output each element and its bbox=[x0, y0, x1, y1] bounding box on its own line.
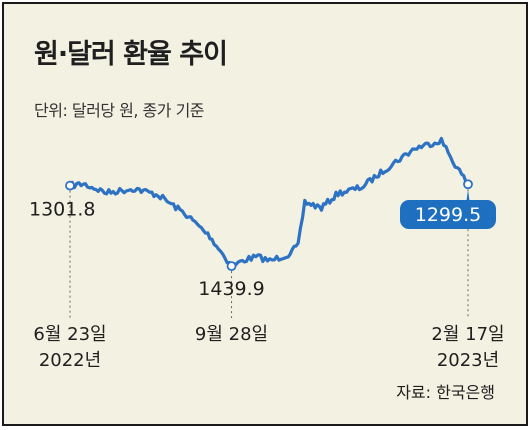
chart-subtitle: 단위: 달러당 원, 종가 기준 bbox=[34, 101, 205, 120]
x-tick-label: 2월 17일 bbox=[431, 324, 504, 345]
x-tick-label: 6월 23일 bbox=[33, 324, 106, 345]
peak-value-label: 1439.9 bbox=[198, 278, 264, 300]
x-tick-year-label: 2023년 bbox=[437, 350, 499, 371]
start-value-label: 1301.8 bbox=[29, 199, 95, 221]
point-marker bbox=[226, 261, 237, 272]
point-marker bbox=[463, 179, 473, 190]
markers bbox=[65, 179, 473, 272]
point-marker bbox=[65, 180, 75, 191]
value-badge bbox=[400, 200, 496, 229]
x-tick-labels: 6월 23일 2022년 9월 28일 2월 17일 2023년 bbox=[33, 324, 504, 371]
x-tick-year-label: 2022년 bbox=[39, 350, 101, 371]
guide-lines bbox=[69, 184, 469, 318]
source-label: 자료: 한국은행 bbox=[396, 383, 495, 402]
x-tick-label: 9월 28일 bbox=[195, 324, 268, 345]
exchange-rate-line bbox=[68, 136, 470, 269]
end-value-label: 1299.5 bbox=[415, 204, 481, 226]
chart-title: 원·달러 환율 추이 bbox=[34, 39, 228, 70]
annotation-labels: 1301.8 1439.9 1299.5 bbox=[29, 189, 496, 300]
